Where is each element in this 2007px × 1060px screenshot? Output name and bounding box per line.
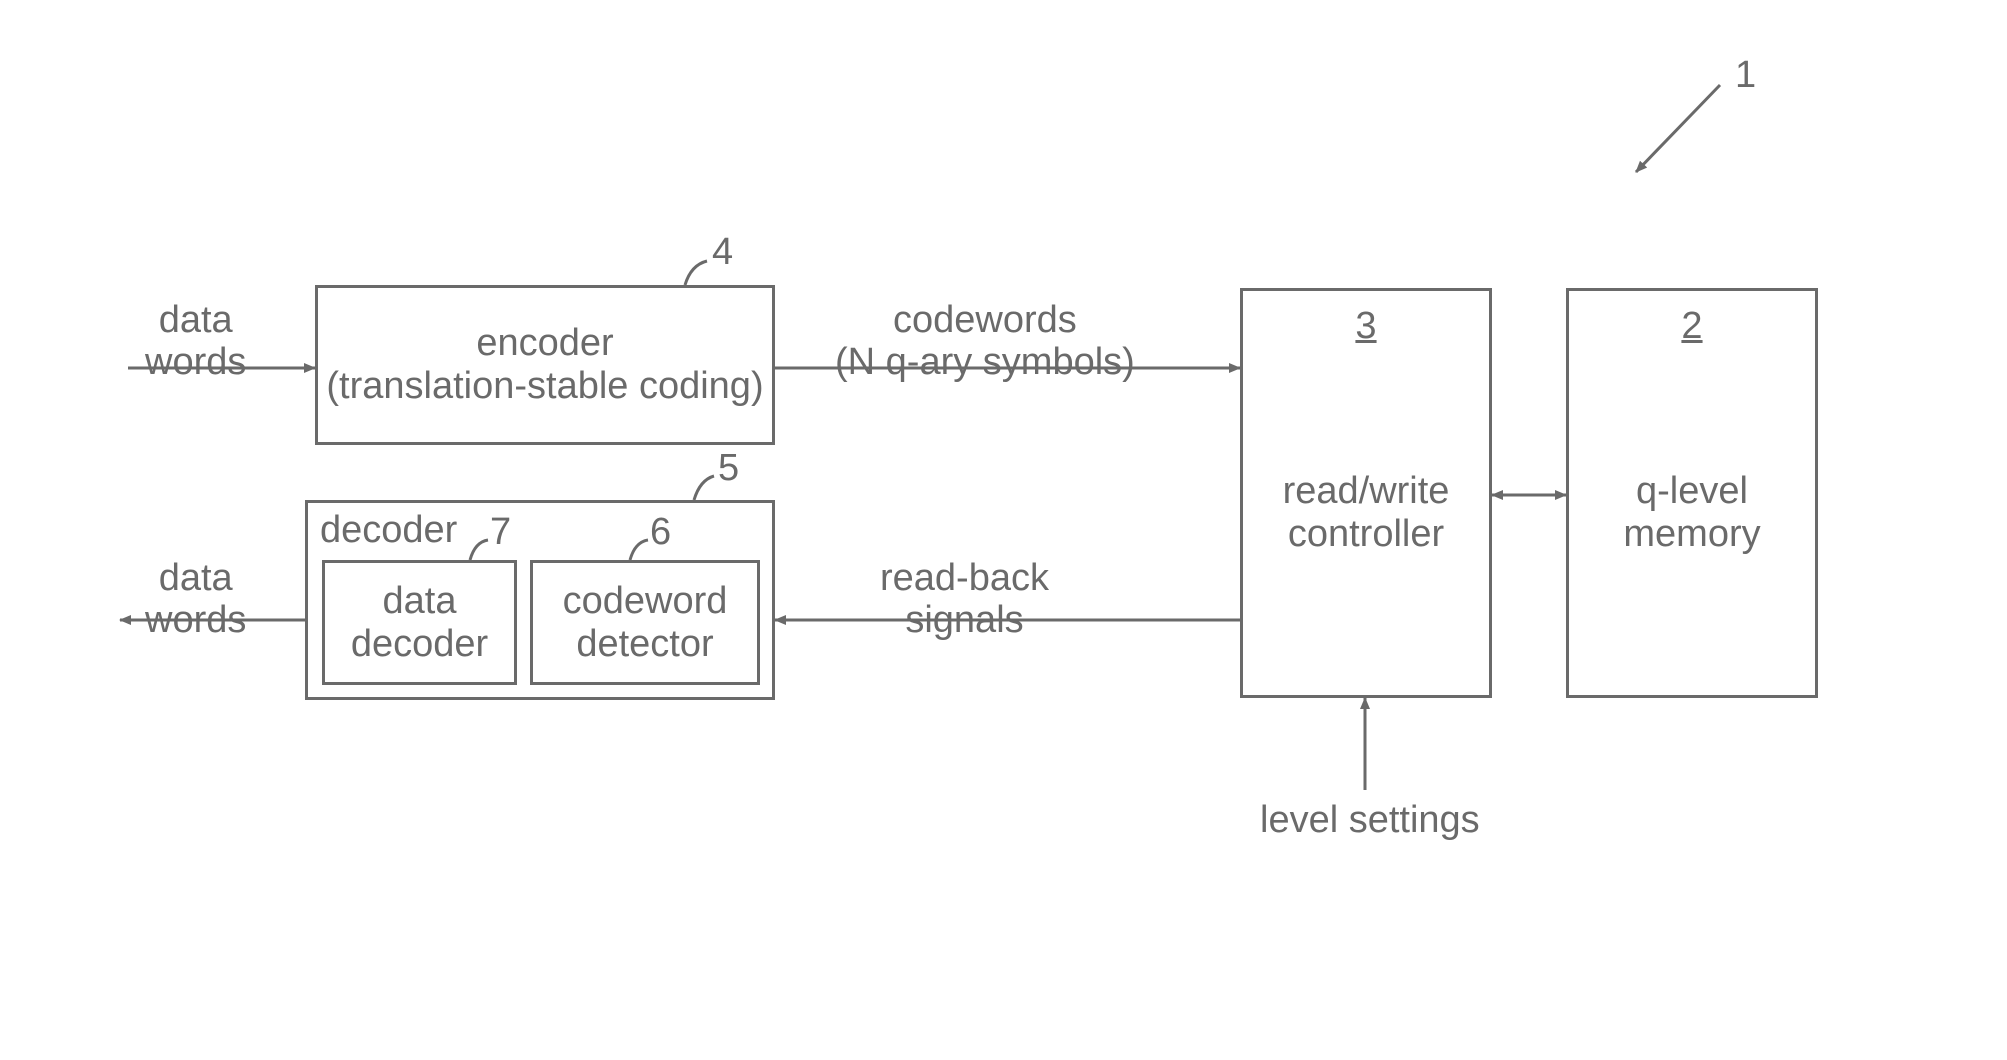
memory-line1: q-level bbox=[1636, 470, 1748, 513]
encoder-node: encoder (translation-stable coding) bbox=[315, 285, 775, 445]
ref-2: 2 bbox=[1569, 305, 1815, 348]
codeword-detector-line2: detector bbox=[576, 623, 713, 666]
label-read-back-signals: read-back signals bbox=[880, 558, 1049, 642]
codeword-detector-node: codeword detector bbox=[530, 560, 760, 685]
data-decoder-line2: decoder bbox=[351, 623, 488, 666]
data-decoder-node: data decoder bbox=[322, 560, 517, 685]
controller-line1: read/write bbox=[1283, 470, 1450, 513]
encoder-line2: (translation-stable coding) bbox=[326, 365, 763, 408]
controller-node: 3 read/write controller bbox=[1240, 288, 1492, 698]
codeword-detector-line1: codeword bbox=[563, 580, 728, 623]
label-data-words-out: data words bbox=[145, 558, 246, 642]
memory-node: 2 q-level memory bbox=[1566, 288, 1818, 698]
label-data-words-in: data words bbox=[145, 300, 246, 384]
ref-3: 3 bbox=[1243, 305, 1489, 348]
ref-6: 6 bbox=[650, 512, 671, 554]
encoder-line1: encoder bbox=[476, 322, 613, 365]
ref-4: 4 bbox=[712, 232, 733, 274]
controller-line2: controller bbox=[1288, 513, 1444, 556]
label-codewords: codewords (N q-ary symbols) bbox=[835, 300, 1135, 384]
ref-3-text: 3 bbox=[1355, 305, 1376, 347]
ref-7: 7 bbox=[490, 512, 511, 554]
data-decoder-line1: data bbox=[383, 580, 457, 623]
label-level-settings: level settings bbox=[1260, 800, 1480, 842]
ref-2-text: 2 bbox=[1681, 305, 1702, 347]
ref-1: 1 bbox=[1735, 55, 1756, 97]
memory-line2: memory bbox=[1623, 513, 1760, 556]
decoder-outer-title: decoder bbox=[320, 509, 457, 552]
ref-5: 5 bbox=[718, 448, 739, 490]
